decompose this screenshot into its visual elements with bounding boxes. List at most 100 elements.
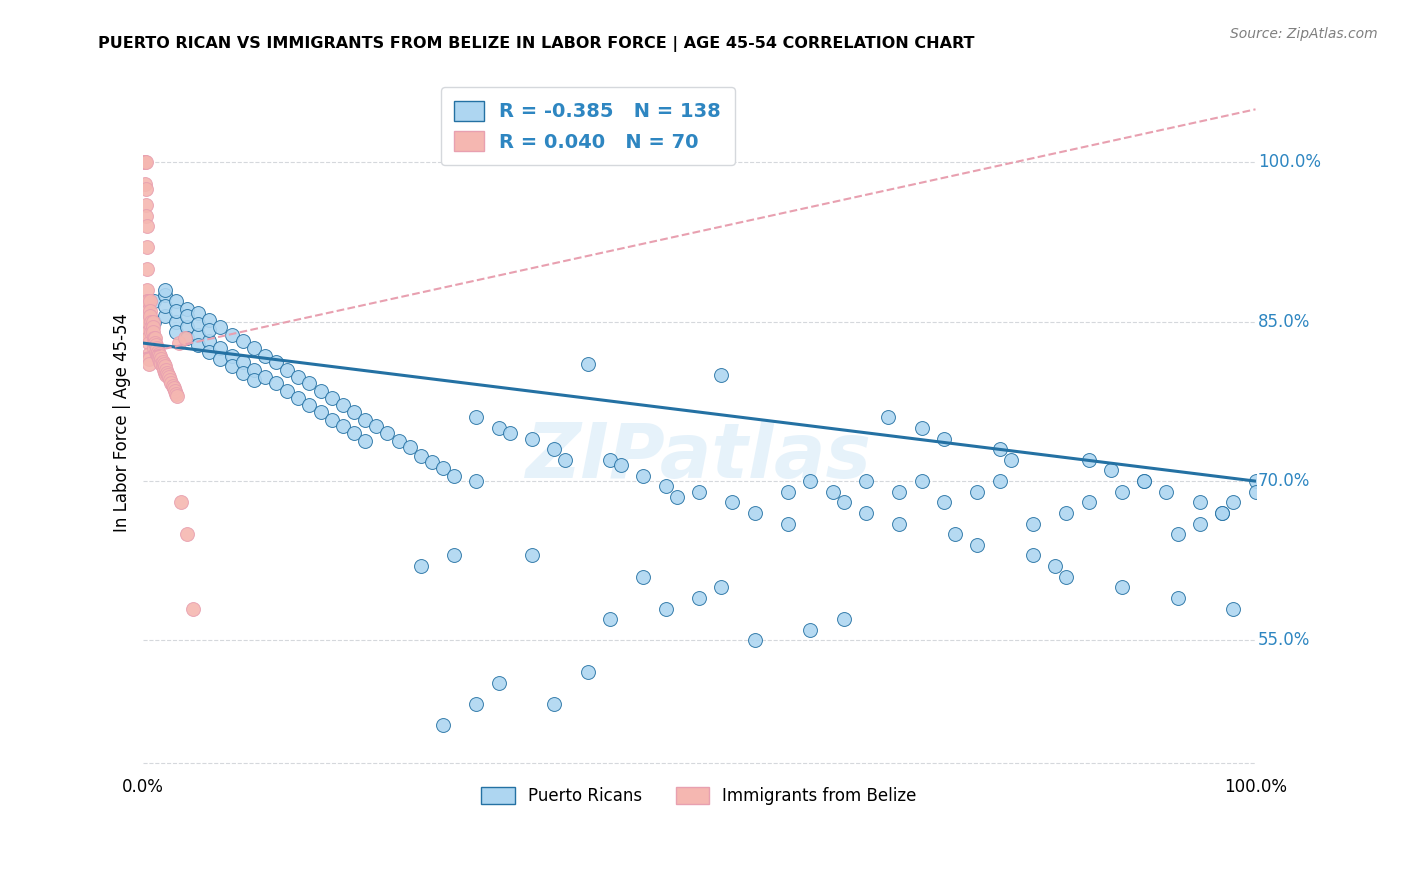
Point	[153, 366, 176, 380]
Point	[155, 362, 177, 376]
Point	[136, 304, 159, 318]
Point	[832, 495, 855, 509]
Point	[148, 351, 170, 366]
Point	[139, 304, 162, 318]
Point	[988, 474, 1011, 488]
Point	[138, 357, 160, 371]
Point	[576, 665, 599, 680]
Point	[153, 288, 176, 302]
Point	[1133, 474, 1156, 488]
Point	[287, 391, 309, 405]
Point	[148, 346, 170, 360]
Point	[198, 344, 221, 359]
Point	[409, 449, 432, 463]
Point	[654, 601, 676, 615]
Point	[176, 331, 198, 345]
Point	[132, 155, 155, 169]
Point	[187, 306, 209, 320]
Point	[443, 468, 465, 483]
Point	[232, 355, 254, 369]
Point	[253, 349, 276, 363]
Point	[221, 359, 243, 374]
Point	[855, 474, 877, 488]
Point	[142, 331, 165, 345]
Point	[778, 516, 800, 531]
Point	[889, 516, 911, 531]
Point	[966, 484, 988, 499]
Point	[221, 349, 243, 363]
Point	[163, 381, 186, 395]
Point	[152, 362, 174, 376]
Point	[488, 676, 510, 690]
Point	[187, 327, 209, 342]
Point	[136, 240, 159, 254]
Point	[1000, 453, 1022, 467]
Point	[139, 310, 162, 324]
Point	[136, 283, 159, 297]
Point	[149, 355, 172, 369]
Point	[165, 315, 187, 329]
Point	[155, 368, 177, 382]
Point	[153, 310, 176, 324]
Point	[610, 458, 633, 473]
Point	[243, 342, 266, 356]
Point	[135, 209, 157, 223]
Point	[1111, 580, 1133, 594]
Point	[209, 351, 232, 366]
Point	[633, 468, 655, 483]
Point	[139, 293, 162, 308]
Y-axis label: In Labor Force | Age 45-54: In Labor Force | Age 45-54	[114, 313, 131, 533]
Point	[141, 320, 163, 334]
Point	[554, 453, 576, 467]
Point	[520, 432, 543, 446]
Text: 70.0%: 70.0%	[1258, 472, 1310, 490]
Point	[932, 432, 955, 446]
Point	[176, 527, 198, 541]
Point	[253, 370, 276, 384]
Point	[156, 366, 179, 380]
Point	[134, 177, 156, 191]
Point	[150, 351, 173, 366]
Point	[332, 398, 354, 412]
Point	[721, 495, 744, 509]
Point	[665, 490, 688, 504]
Point	[264, 376, 287, 391]
Point	[1244, 484, 1267, 499]
Point	[276, 384, 298, 398]
Legend: Puerto Ricans, Immigrants from Belize: Puerto Ricans, Immigrants from Belize	[471, 777, 927, 815]
Point	[488, 421, 510, 435]
Point	[1211, 506, 1233, 520]
Point	[443, 549, 465, 563]
Point	[198, 323, 221, 337]
Point	[1054, 570, 1077, 584]
Point	[855, 506, 877, 520]
Point	[221, 327, 243, 342]
Point	[409, 559, 432, 574]
Point	[633, 570, 655, 584]
Point	[165, 387, 187, 401]
Point	[187, 317, 209, 331]
Point	[1188, 516, 1211, 531]
Point	[276, 362, 298, 376]
Point	[135, 198, 157, 212]
Point	[343, 405, 366, 419]
Point	[157, 368, 180, 382]
Point	[354, 412, 377, 426]
Point	[1022, 549, 1045, 563]
Point	[181, 601, 204, 615]
Point	[232, 366, 254, 380]
Text: 85.0%: 85.0%	[1258, 313, 1310, 331]
Point	[138, 336, 160, 351]
Point	[152, 359, 174, 374]
Point	[135, 182, 157, 196]
Point	[209, 342, 232, 356]
Point	[988, 442, 1011, 457]
Text: PUERTO RICAN VS IMMIGRANTS FROM BELIZE IN LABOR FORCE | AGE 45-54 CORRELATION CH: PUERTO RICAN VS IMMIGRANTS FROM BELIZE I…	[98, 36, 974, 52]
Point	[298, 398, 321, 412]
Point	[499, 426, 522, 441]
Point	[160, 376, 183, 391]
Point	[1167, 591, 1189, 605]
Point	[420, 455, 443, 469]
Point	[710, 368, 733, 382]
Point	[1077, 453, 1099, 467]
